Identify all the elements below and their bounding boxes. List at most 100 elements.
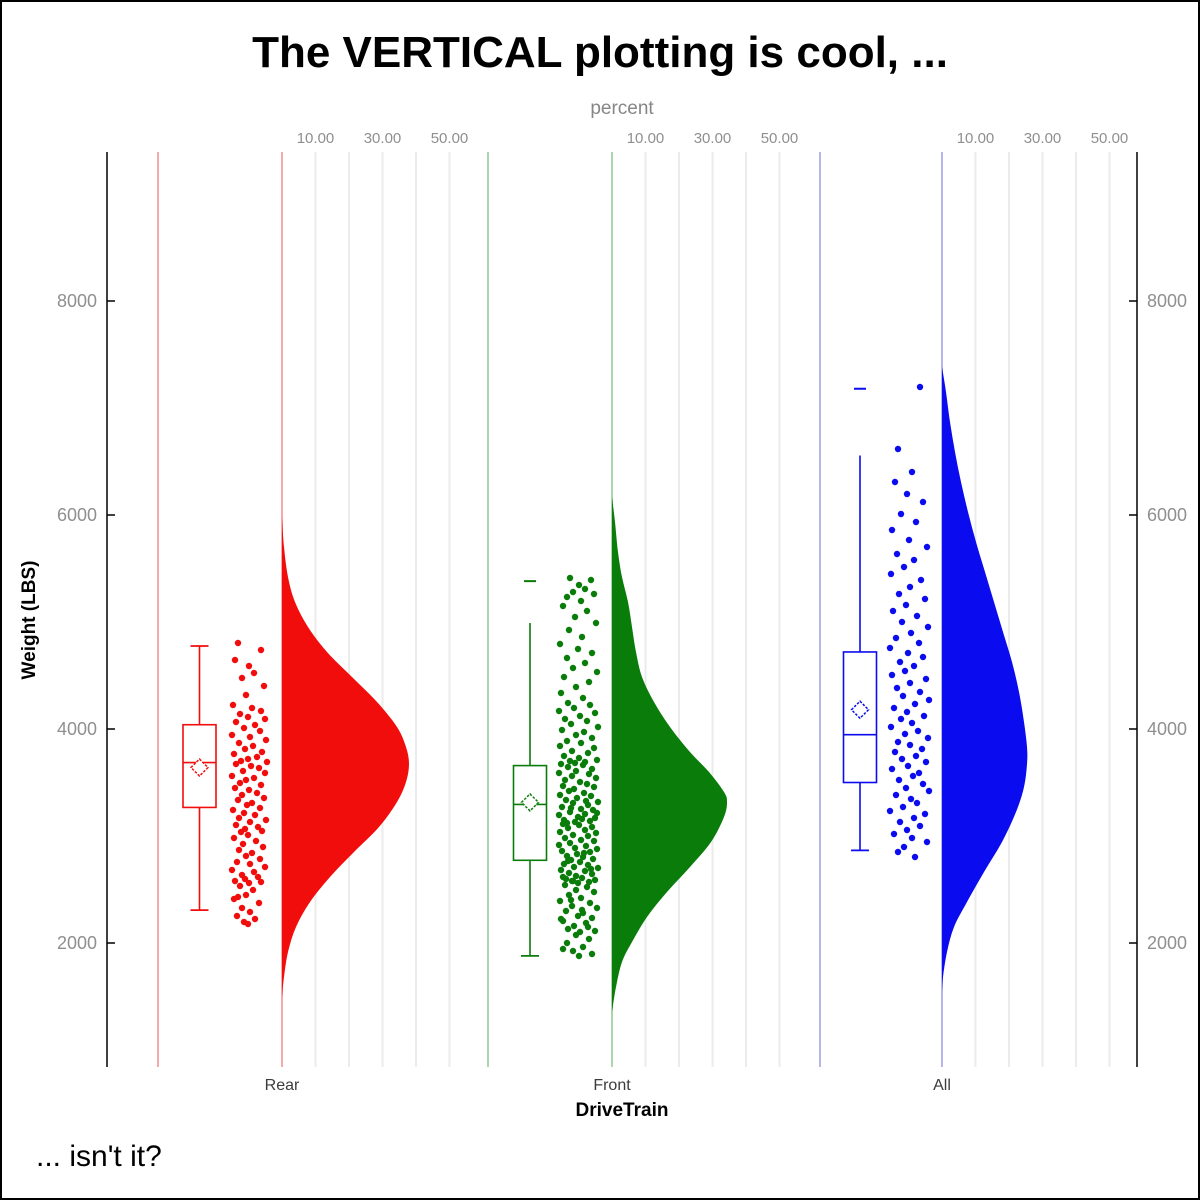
percent-tick-label: 10.00 [957,130,995,147]
jitter-point-front [568,902,576,910]
jitter-point-rear [262,736,270,744]
jitter-point-front [573,794,581,802]
weight-tick-label-right: 4000 [1147,719,1187,739]
jitter-point-all [895,776,903,784]
jitter-point-rear [262,816,270,824]
jitter-point-rear [234,796,242,804]
jitter-point-rear [239,840,247,848]
jitter-point-rear [241,745,249,753]
jitter-point-all [905,536,913,544]
weight-tick-label-right: 6000 [1147,505,1187,525]
jitter-point-all [896,818,904,826]
jitter-point-rear [232,821,240,829]
jitter-point-all [890,830,898,838]
jitter-point-front [564,925,572,933]
jitter-point-rear [246,733,254,741]
jitter-point-all [908,468,916,476]
jitter-point-rear [239,767,247,775]
jitter-point-front [563,654,571,662]
jitter-point-all [903,490,911,498]
jitter-point-front [589,855,597,863]
jitter-point-rear [251,721,259,729]
mean-diamond-all [850,700,870,720]
jitter-point-front [569,831,577,839]
jitter-point-rear [252,837,260,845]
jitter-point-front [588,734,596,742]
jitter-point-all [889,607,897,615]
jitter-point-all [906,741,914,749]
jitter-point-front [577,894,585,902]
jitter-point-rear [256,804,264,812]
jitter-point-front [575,581,583,589]
jitter-point-front [574,879,582,887]
jitter-point-all [899,692,907,700]
jitter-point-front [583,780,591,788]
jitter-point-all [894,738,902,746]
jitter-point-rear [244,831,252,839]
jitter-point-rear [242,852,250,860]
jitter-point-front [561,834,569,842]
jitter-point-front [587,865,595,873]
jitter-point-front [561,776,569,784]
jitter-point-front [562,907,570,915]
jitter-point-front [566,574,574,582]
category-label-front: Front [593,1077,631,1094]
jitter-point-all [925,696,933,704]
jitter-point-front [588,914,596,922]
jitter-point-rear [254,873,262,881]
top-axis-label-percent: percent [590,98,654,119]
jitter-point-front [590,783,598,791]
jitter-point-all [916,822,924,830]
jitter-point-all [910,814,918,822]
jitter-point-all [919,498,927,506]
jitter-point-front [558,803,566,811]
jitter-point-rear [240,809,248,817]
jitter-point-front [567,720,575,728]
jitter-point-front [588,870,596,878]
jitter-point-front [576,858,584,866]
jitter-point-front [576,712,584,720]
jitter-point-all [900,843,908,851]
jitter-point-front [569,588,577,596]
jitter-point-all [887,723,895,731]
jitter-point-rear [228,731,236,739]
jitter-point-rear [232,760,240,768]
jitter-point-front [574,645,582,653]
weight-tick-label-right: 8000 [1147,291,1187,311]
jitter-point-all [904,649,912,657]
jitter-point-front [591,927,599,935]
jitter-point-all [924,734,932,742]
jitter-point-front [558,726,566,734]
jitter-point-front [581,585,589,593]
jitter-point-front [555,811,563,819]
jitter-point-all [919,780,927,788]
jitter-point-front [586,701,594,709]
violin-all [941,365,1028,994]
jitter-point-all [887,570,895,578]
jitter-point-front [556,791,564,799]
jitter-point-rear [229,806,237,814]
category-label-rear: Rear [265,1077,300,1094]
mean-diamond-rear [189,757,210,778]
jitter-point-all [908,719,916,727]
jitter-point-rear [263,758,271,766]
jitter-point-all [915,639,923,647]
jitter-point-all [903,826,911,834]
jitter-point-all [911,853,919,861]
jitter-point-front [570,922,578,930]
jitter-point-rear [257,707,265,715]
jitter-point-all [913,612,921,620]
jitter-point-rear [257,878,265,886]
jitter-point-rear [251,915,259,923]
jitter-point-front [572,872,580,880]
jitter-point-all [901,730,909,738]
jitter-point-front [563,593,571,601]
jitter-point-front [561,715,569,723]
jitter-point-rear [238,791,246,799]
jitter-point-front [572,731,580,739]
jitter-point-front [581,867,589,875]
jitter-point-all [896,658,904,666]
jitter-point-rear [229,701,237,709]
jitter-point-all [903,708,911,716]
jitter-point-front [559,782,567,790]
